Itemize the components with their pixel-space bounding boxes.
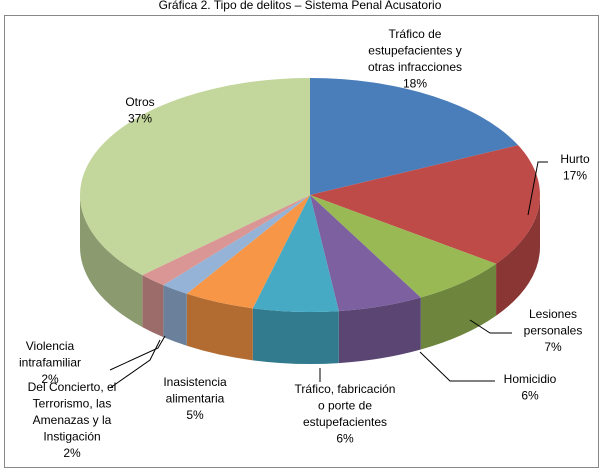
slice-label: intrafamiliar (19, 356, 81, 370)
slice-value-label: 17% (563, 169, 587, 183)
slice-value-label: 2% (63, 446, 81, 460)
slice (79, 78, 310, 276)
chart-title: Gráfica 2. Tipo de delitos – Sistema Pen… (159, 0, 442, 12)
slice-value-label: 18% (403, 77, 427, 91)
slice-value-label: 7% (544, 340, 562, 354)
slice-label: Del Concierto, el (28, 380, 117, 394)
leader-line (527, 161, 548, 216)
slice (142, 195, 310, 286)
slice (186, 195, 310, 309)
slice-side (252, 308, 339, 365)
slice-label: Lesiones (529, 307, 577, 321)
slice-label: Inasistencia (163, 375, 227, 389)
slice-value-label: 6% (336, 432, 354, 446)
slice-label: otras infracciones (368, 60, 462, 74)
leader-line (109, 335, 166, 371)
slice-label: o porte de (318, 399, 372, 413)
slice-label: Amenazas y la (33, 413, 112, 427)
slice-label: Instigación (43, 430, 100, 444)
slice-value-label: 2% (41, 372, 59, 386)
leader-line (419, 351, 495, 382)
slice-label: estupefacientes (303, 415, 387, 429)
slice (310, 195, 497, 298)
slice (252, 195, 339, 312)
slice-side (163, 285, 187, 346)
slice-value-label: 37% (128, 112, 152, 126)
slice-label: Terrorismo, las (33, 397, 112, 411)
slice-side (420, 263, 497, 350)
slice (310, 78, 519, 195)
slice-label: alimentaria (166, 392, 225, 406)
slice (310, 145, 540, 264)
slice-value-label: 5% (186, 408, 204, 422)
slice-side (142, 275, 164, 338)
slice-side (496, 195, 540, 316)
slice-side (80, 195, 143, 328)
leader-line (469, 319, 512, 334)
leader-line (109, 339, 161, 389)
slice-label: Tráfico de (389, 27, 442, 41)
slice-value-label: 6% (521, 389, 539, 403)
slice-label: Hurto (560, 152, 590, 166)
slice-label: Tráfico, fabricación (295, 382, 396, 396)
slice-label: personales (524, 324, 583, 338)
slice-label: estupefacientes y (368, 44, 461, 58)
slice (163, 195, 310, 294)
slice-label: Violencia (26, 339, 75, 353)
slice-label: Homicidio (504, 372, 557, 386)
slice-label: Otros (125, 95, 154, 109)
slice-side (338, 297, 421, 364)
slice-side (186, 293, 253, 361)
slice (310, 195, 421, 312)
